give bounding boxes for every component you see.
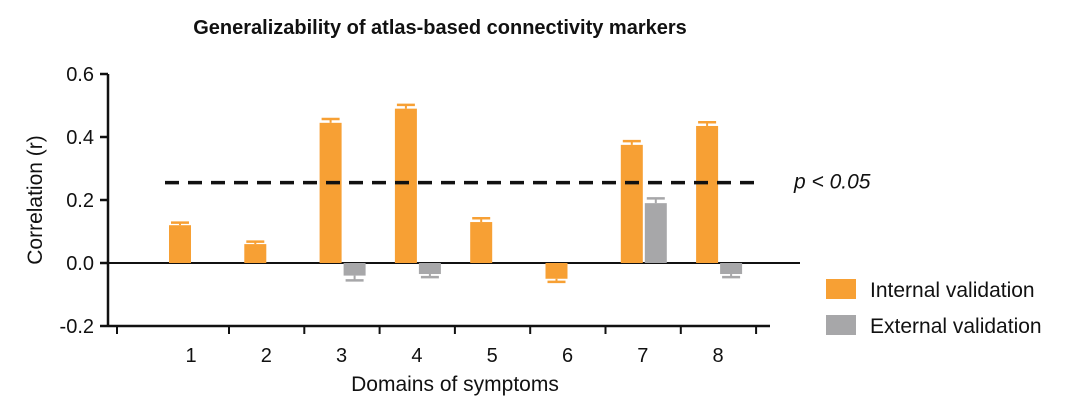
x-tick-label: 2 (261, 345, 272, 367)
legend-swatch-internal (826, 279, 856, 299)
bar-internal-2 (244, 244, 267, 263)
y-tick-label: -0.2 (60, 316, 94, 338)
bar-internal-4 (394, 108, 417, 264)
bar-internal-8 (696, 125, 719, 263)
bar-internal-7 (620, 144, 643, 263)
y-tick-label: 0.4 (66, 127, 94, 149)
legend: Internal validation External validation (826, 279, 1042, 338)
chart-title: Generalizability of atlas-based connecti… (193, 17, 687, 39)
legend-label-internal: Internal validation (870, 279, 1035, 302)
x-tick-label: 7 (637, 345, 648, 367)
y-tick-label: 0.2 (66, 190, 94, 212)
y-tick-label: 0.6 (66, 64, 94, 86)
x-tick-label: 1 (185, 345, 196, 367)
legend-label-external: External validation (870, 315, 1042, 338)
x-axis-label: Domains of symptoms (351, 373, 559, 396)
bar-external-3 (343, 263, 366, 276)
bar-external-8 (720, 263, 743, 275)
x-tick-label: 3 (336, 345, 347, 367)
bar-internal-6 (545, 263, 568, 279)
plot-area: -0.2 0.0 0.2 0.4 0.6 1 2 3 4 5 6 7 8 p < 0.05 (60, 64, 871, 367)
x-tick-label: 6 (562, 345, 573, 367)
x-tick-label: 4 (411, 345, 422, 367)
bar-external-7 (644, 203, 667, 263)
bar-external-4 (418, 263, 441, 275)
reference-line-label: p < 0.05 (793, 171, 871, 194)
y-axis-label: Correlation (r) (24, 135, 47, 265)
legend-swatch-external (826, 315, 856, 335)
x-tick-label: 5 (487, 345, 498, 367)
bar-internal-5 (470, 222, 493, 263)
x-tick-label: 8 (713, 345, 724, 367)
bar-internal-3 (319, 122, 342, 263)
y-tick-label: 0.0 (66, 253, 94, 275)
bar-internal-1 (169, 225, 191, 263)
